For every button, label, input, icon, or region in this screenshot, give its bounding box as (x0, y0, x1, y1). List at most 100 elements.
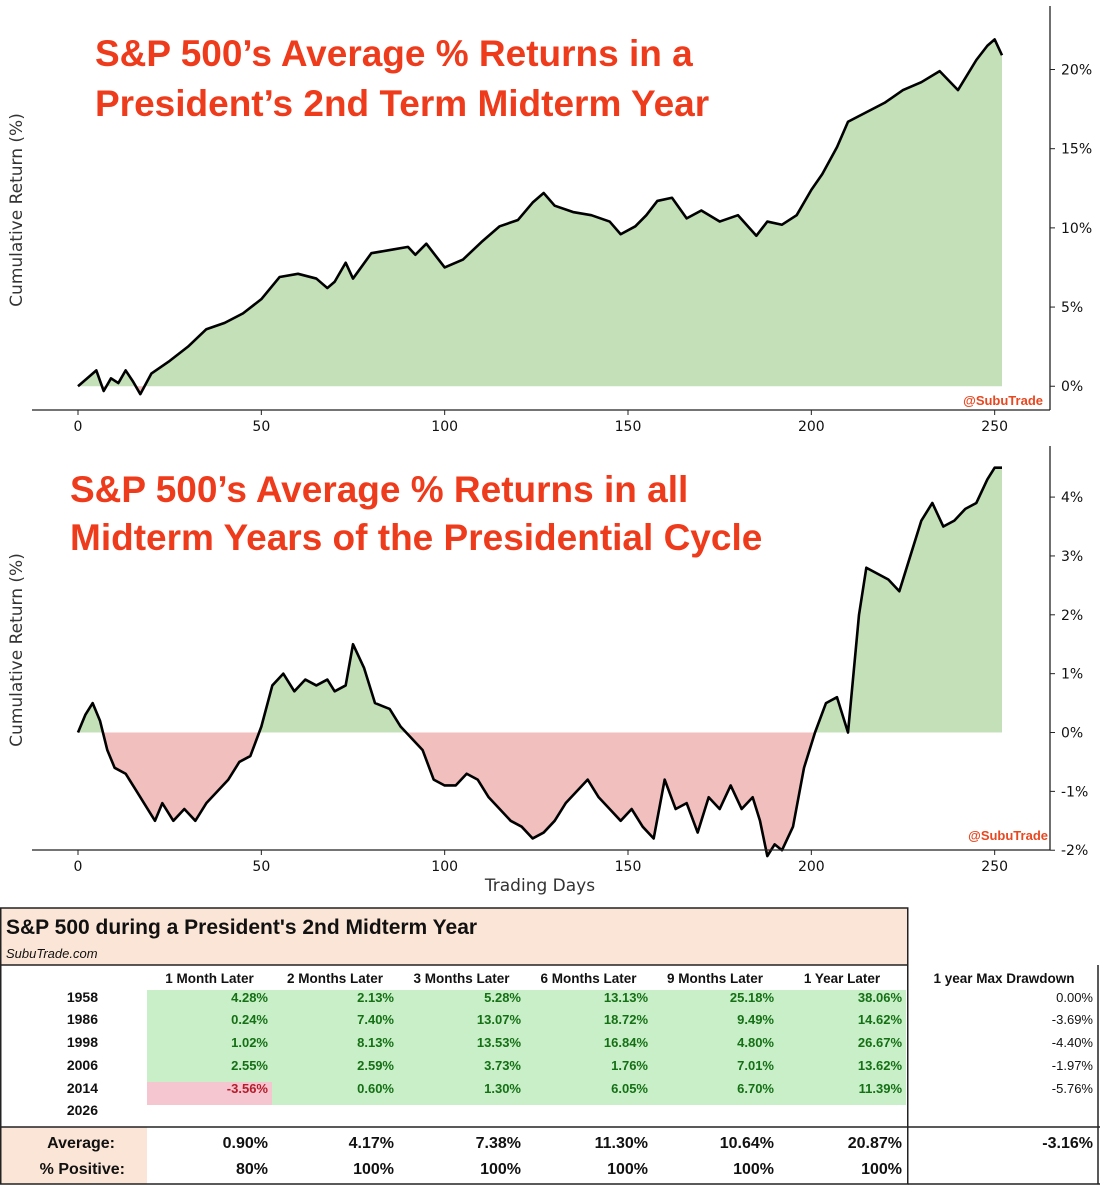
table-cell-background (778, 1082, 906, 1105)
bottom-chart-fill (78, 467, 1002, 857)
table-cell-background (778, 1036, 906, 1059)
y-tick-label: 10% (1061, 221, 1092, 237)
x-tick-label: 0 (74, 859, 83, 875)
table-cell-background (652, 1082, 778, 1105)
y-tick-label: 0% (1061, 726, 1083, 742)
table-column-header: 1 Month Later (165, 971, 254, 986)
returns-table: S&P 500 during a President's 2nd Midterm… (0, 907, 1100, 1185)
bottom-chart: 0 50 100 150 200 250 -2% -1% 0% 1% 2% 3% 4% S&P 500’… (7, 446, 1088, 896)
table-drawdown-cell: -4.40% (1052, 1035, 1094, 1050)
table-cell-background (398, 1082, 525, 1105)
table-cell-background (652, 1059, 778, 1082)
table-cell-background (652, 1013, 778, 1036)
y-tick-label: 15% (1061, 142, 1092, 158)
top-chart-line-group (77, 38, 1004, 396)
top-chart-watermark: @SubuTrade (963, 393, 1043, 408)
table-cell-background (525, 990, 652, 1013)
y-tick-label: -2% (1061, 843, 1088, 859)
table-column-header: 3 Months Later (413, 971, 510, 986)
average-value: -3.16% (1042, 1135, 1093, 1152)
table-cell: 5.28% (484, 990, 521, 1005)
table-column-header: 9 Months Later (667, 971, 764, 986)
average-value: 4.17% (349, 1135, 394, 1152)
table-cell: 1.30% (484, 1081, 521, 1096)
table-cell: 0.60% (357, 1081, 394, 1096)
table-cell: 7.40% (357, 1012, 394, 1027)
x-tick-label: 50 (252, 859, 270, 875)
positive-value: 100% (861, 1161, 902, 1178)
table-cell: 4.80% (737, 1035, 774, 1050)
table-cell-background (525, 1059, 652, 1082)
table-cell: 2.55% (231, 1058, 268, 1073)
table-cell: 38.06% (858, 990, 903, 1005)
table-cell: 13.53% (477, 1035, 522, 1050)
x-tick-label: 100 (431, 419, 458, 435)
positive-value: 100% (353, 1161, 394, 1178)
table-cell: 26.67% (858, 1035, 903, 1050)
table-cell-background (272, 1013, 398, 1036)
table-cell: 13.13% (604, 990, 649, 1005)
table-cell: 18.72% (604, 1012, 649, 1027)
table-cell-background (147, 1036, 272, 1059)
table-summary-label-background (0, 1127, 147, 1184)
table-cell-background (652, 1036, 778, 1059)
bottom-chart-title-line-2: Midterm Years of the Presidential Cycle (70, 517, 762, 558)
average-value: 10.64% (720, 1135, 774, 1152)
table-cell-background (778, 1059, 906, 1082)
table-cell: 1.02% (231, 1035, 268, 1050)
y-tick-label: 3% (1061, 549, 1083, 565)
table-cell-background (398, 1013, 525, 1036)
table-cell-backgrounds (147, 990, 906, 1105)
table-cell-background (778, 1013, 906, 1036)
table-header-background (0, 908, 908, 965)
table-cell-background (778, 990, 906, 1013)
average-row-label: Average: (47, 1135, 115, 1152)
table-column-header: 6 Months Later (540, 971, 637, 986)
positive-value: 100% (733, 1161, 774, 1178)
table-subtitle: SubuTrade.com (6, 946, 98, 961)
bottom-chart-line-group (76, 466, 1002, 858)
table-cell: 3.73% (484, 1058, 521, 1073)
y-tick-label: 2% (1061, 608, 1083, 624)
table-column-header: 1 year Max Drawdown (933, 971, 1074, 986)
table-cell-background (398, 1036, 525, 1059)
table-column-header: 1 Year Later (804, 971, 881, 986)
negative-fill-region (406, 732, 815, 857)
positive-value: 100% (480, 1161, 521, 1178)
positive-fill-region (78, 703, 103, 733)
table-cell-background (272, 1036, 398, 1059)
table-cell: 13.07% (477, 1012, 522, 1027)
table-cell-background (147, 1059, 272, 1082)
x-tick-label: 0 (74, 419, 83, 435)
top-chart-axes: 0 50 100 150 200 250 0% 5% 10% 15% 20% (32, 6, 1092, 435)
table-title: S&P 500 during a President's 2nd Midterm… (6, 916, 477, 939)
table-cell-background (147, 990, 272, 1013)
table-cell-background (272, 1082, 398, 1105)
average-value: 11.30% (595, 1135, 648, 1152)
table-cell: 6.05% (611, 1081, 648, 1096)
table-cell: 25.18% (730, 990, 775, 1005)
table-cell: -3.56% (227, 1081, 269, 1096)
table-cell: 8.13% (357, 1035, 394, 1050)
x-tick-label: 150 (615, 859, 642, 875)
bottom-chart-title-line-1: S&P 500’s Average % Returns in all (70, 469, 688, 510)
x-tick-label: 100 (431, 859, 458, 875)
y-tick-label: 5% (1061, 300, 1083, 316)
y-tick-label: 4% (1061, 490, 1083, 506)
y-tick-label: 1% (1061, 667, 1083, 683)
table-row-year: 1998 (67, 1034, 98, 1050)
bottom-chart-y-label: Cumulative Return (%) (7, 553, 27, 747)
table-cell: 14.62% (858, 1012, 903, 1027)
table-cell: 16.84% (604, 1035, 649, 1050)
table-row-year: 1958 (67, 989, 98, 1005)
table-cell: 2.59% (357, 1058, 394, 1073)
positive-fill-region (815, 467, 1002, 733)
y-tick-label: 0% (1061, 379, 1083, 395)
top-chart-y-label: Cumulative Return (%) (7, 113, 27, 307)
table-cell: 6.70% (737, 1081, 774, 1096)
y-tick-label: 20% (1061, 63, 1092, 79)
bottom-chart-x-label: Trading Days (484, 876, 595, 896)
table-cell: 4.28% (231, 990, 268, 1005)
table-cell-background (147, 1082, 272, 1105)
top-chart-title-line-1: S&P 500’s Average % Returns in a (95, 33, 693, 74)
